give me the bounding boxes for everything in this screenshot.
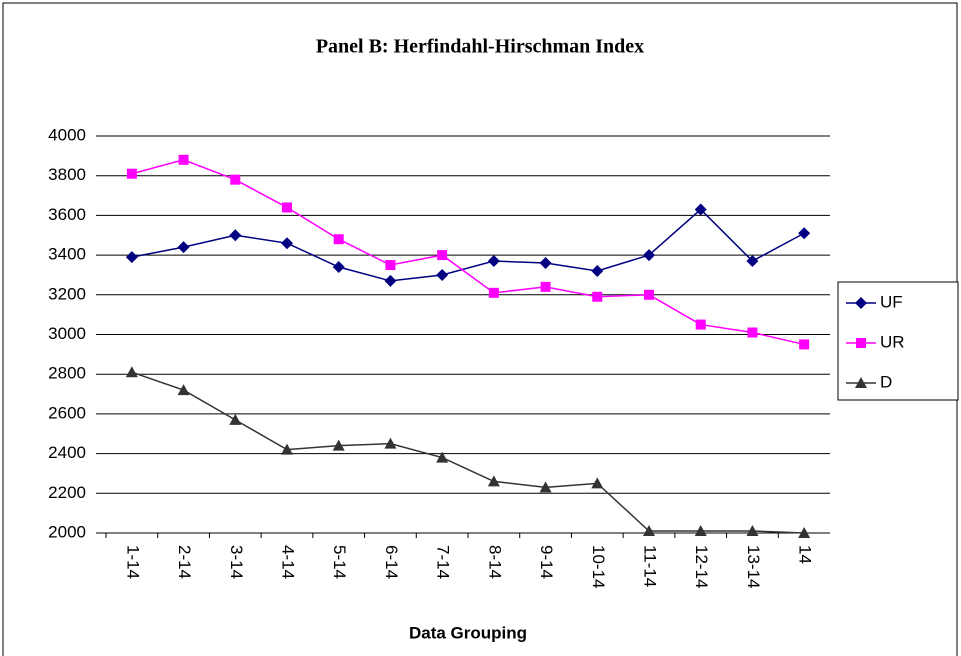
y-tick-label: 2600 [48,403,86,422]
marker [746,255,759,268]
marker [539,257,552,270]
legend-label: D [880,372,892,391]
legend-label: UR [880,332,905,351]
series-line [131,159,805,346]
marker [178,154,189,165]
marker [694,203,707,216]
marker [695,319,706,330]
y-tick-label: 2800 [48,364,86,383]
y-tick-label: 3800 [48,165,86,184]
series-line [131,371,805,534]
marker [384,437,397,449]
marker [592,291,603,302]
marker [798,527,811,538]
y-tick-label: 3200 [48,284,86,303]
marker [539,481,552,493]
marker [591,477,604,489]
marker [281,237,293,250]
marker [385,260,396,271]
marker [229,413,242,425]
marker [746,525,759,537]
y-tick-label: 3400 [48,245,86,264]
marker [230,174,241,185]
marker [125,366,138,378]
x-tick-label: 3-14 [227,545,246,579]
marker [591,264,604,277]
legend-marker [855,297,867,309]
marker [125,251,138,264]
series-line [131,208,805,282]
x-tick-label: 10-14 [589,545,608,588]
x-tick-label: 12-14 [692,545,711,588]
legend-marker [855,377,867,388]
marker [332,439,345,451]
y-tick-label: 3600 [48,205,86,224]
marker [487,255,500,268]
marker [487,475,500,487]
marker [799,339,810,350]
marker [694,525,707,537]
marker [798,227,811,240]
x-tick-label: 1-14 [123,545,142,579]
marker [643,249,655,262]
x-tick-label: 4-14 [279,545,298,579]
marker [436,451,449,463]
marker [229,229,242,242]
marker [281,443,293,455]
x-tick-label: 11-14 [641,545,660,587]
chart-title: Panel B: Herfindahl-Hirschman Index [316,36,644,58]
x-tick-label: 8-14 [485,545,504,579]
y-tick-label: 2200 [48,483,86,502]
x-tick-label: 5-14 [330,545,349,579]
marker [177,384,190,396]
x-tick-label: 7-14 [434,545,453,579]
marker [126,168,137,179]
marker [333,234,344,245]
marker [488,287,499,298]
x-tick-label: 2-14 [175,545,194,579]
y-tick-label: 4000 [48,125,86,144]
x-tick-label: 9-14 [537,545,556,579]
x-tick-label: 14 [796,545,815,564]
marker [332,261,345,274]
marker [747,327,758,338]
x-tick-label: 13-14 [744,545,763,588]
y-tick-label: 2000 [48,522,86,541]
marker [436,268,449,281]
marker [384,274,397,287]
legend-marker [856,338,866,348]
marker [282,202,292,213]
marker [540,281,551,292]
y-tick-label: 3000 [48,324,86,343]
marker [177,241,190,254]
legend-label: UF [880,292,903,311]
y-tick-label: 2400 [48,443,86,462]
marker [643,525,655,537]
marker [437,250,448,261]
x-tick-label: 6-14 [382,545,401,579]
x-axis-title: Data Grouping [409,623,527,642]
marker [644,289,654,300]
